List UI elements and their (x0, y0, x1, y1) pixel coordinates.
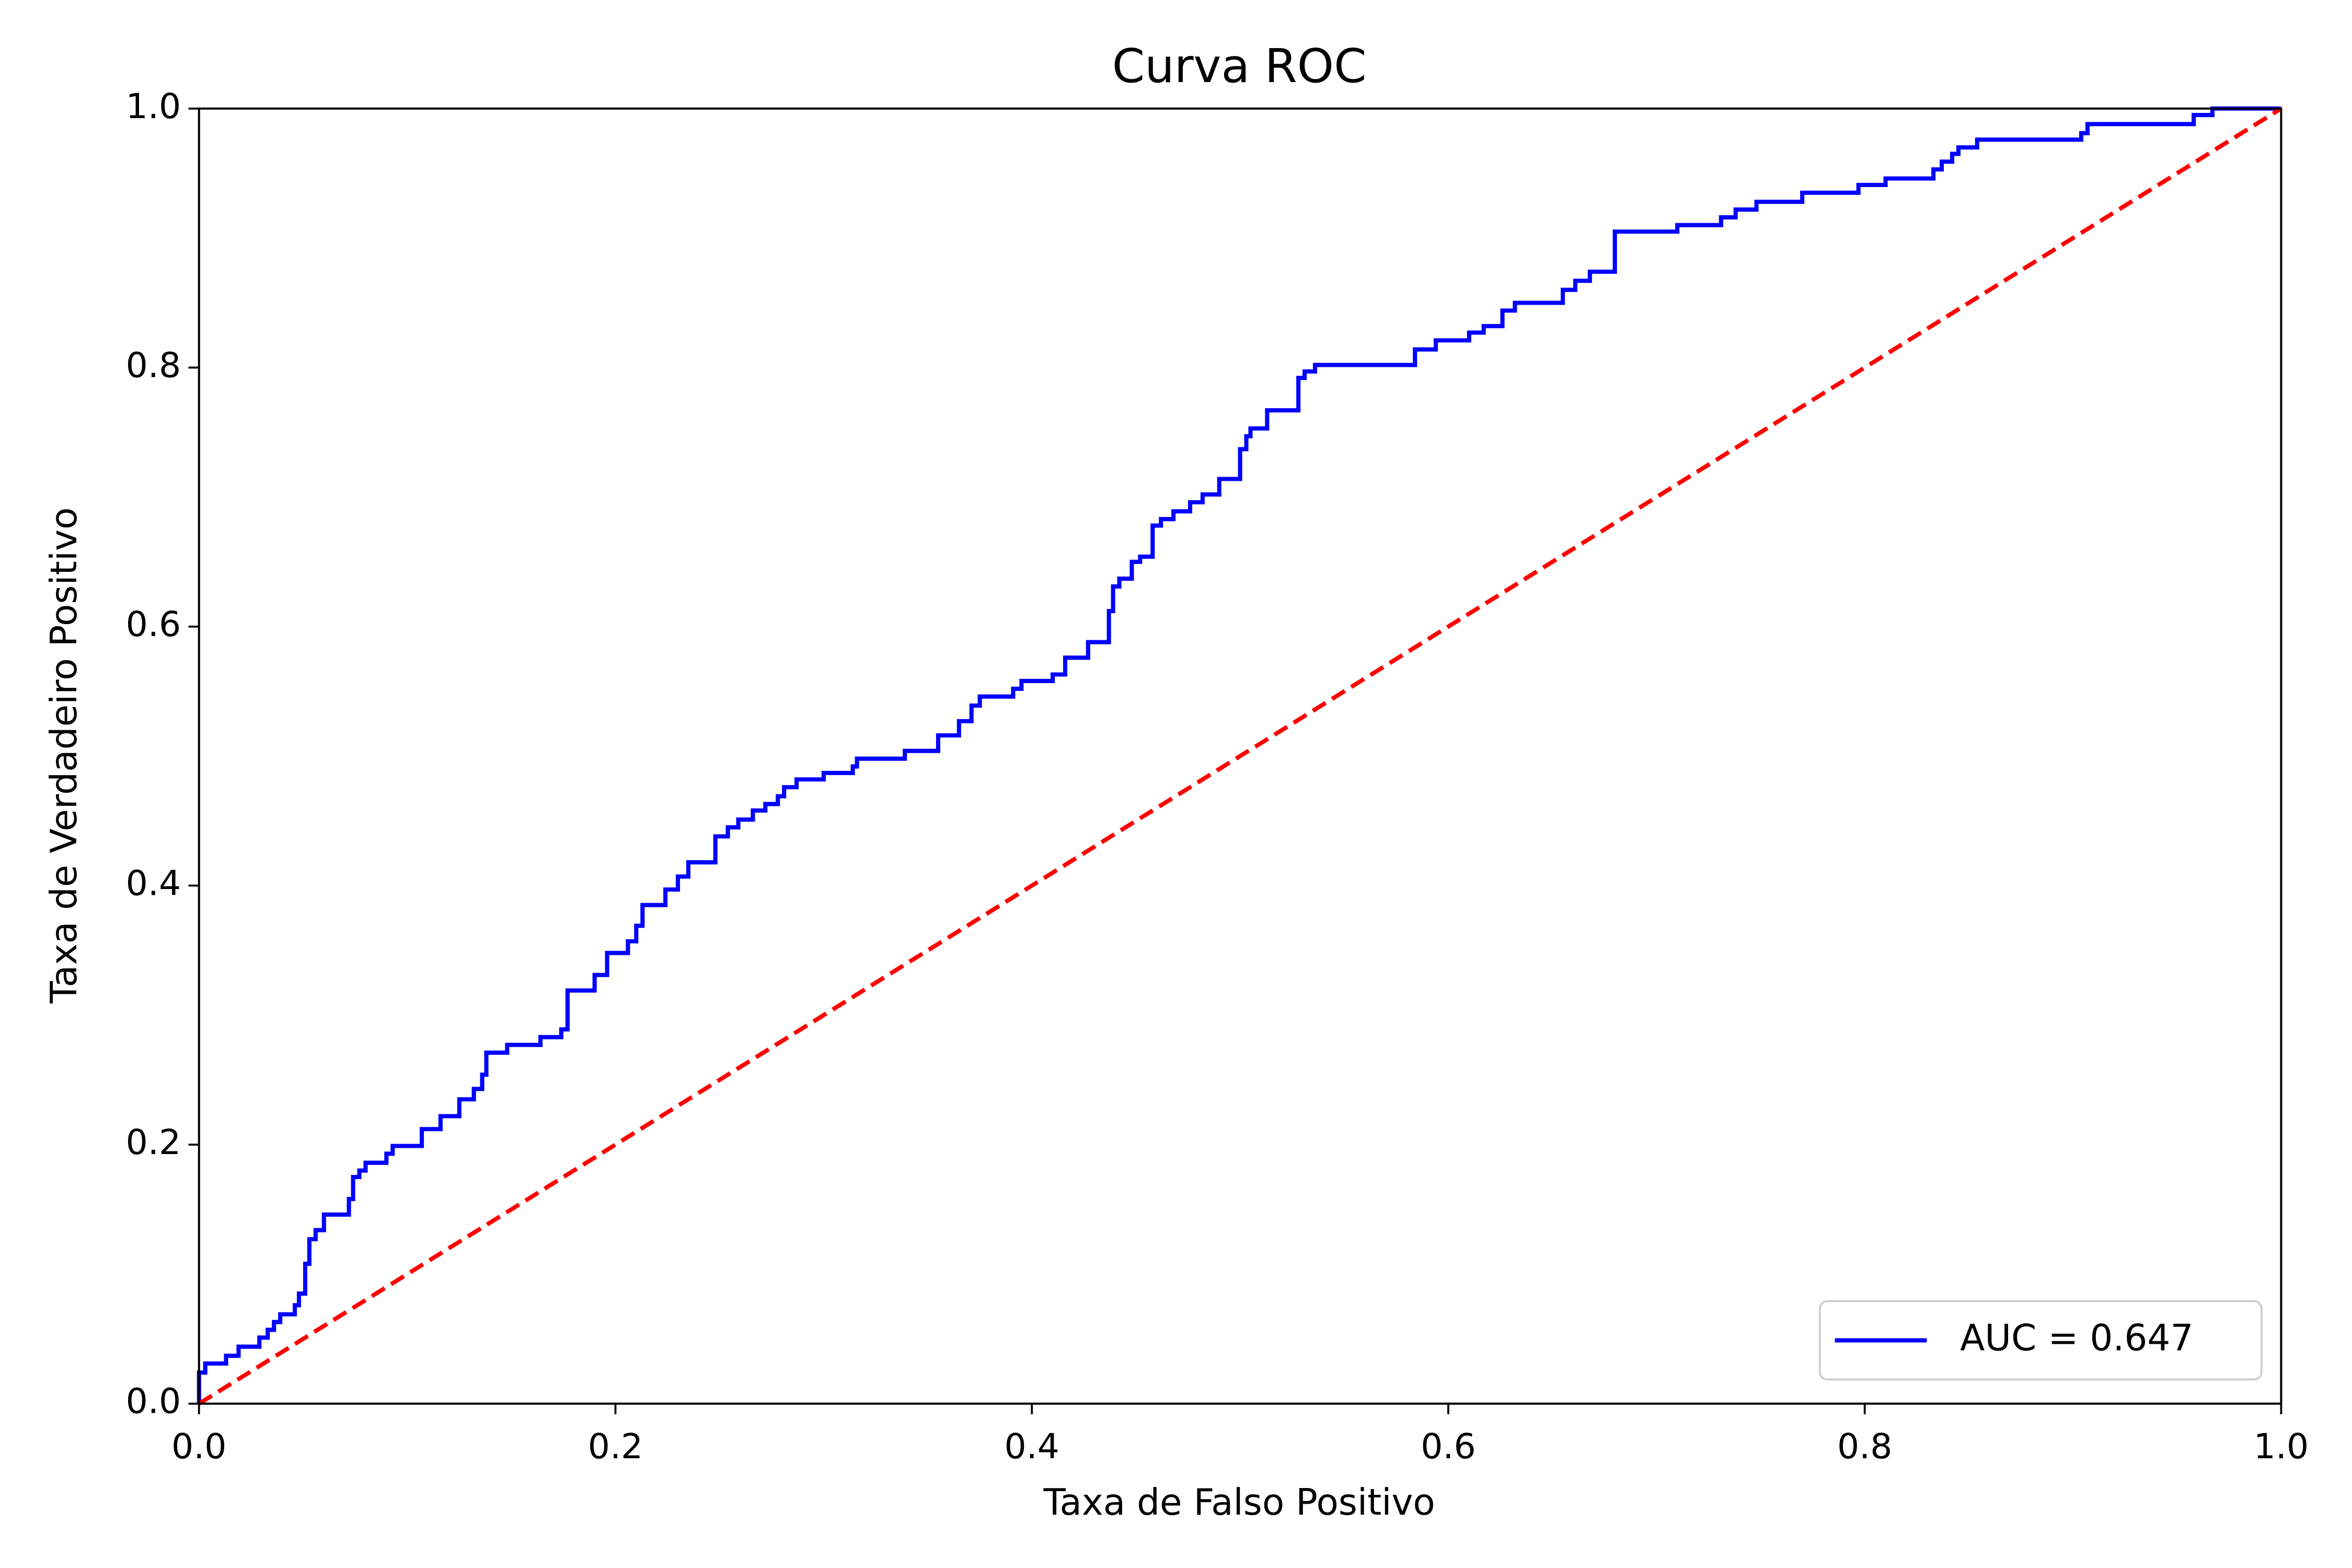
axes-frame (198, 107, 2282, 1405)
y-tick-label: 1.0 (126, 86, 181, 126)
y-tick-label: 0.4 (126, 862, 181, 903)
x-tick-label: 0.0 (171, 1426, 226, 1467)
x-tick-label: 0.4 (1004, 1426, 1059, 1467)
x-tick-label: 1.0 (2254, 1426, 2309, 1467)
legend-label: AUC = 0.647 (1960, 1317, 2194, 1359)
y-tick-label: 0.0 (126, 1381, 181, 1422)
roc-line (198, 107, 2282, 1406)
x-axis-label: Taxa de Falso Positivo (1043, 1482, 1435, 1524)
y-tick-label: 0.2 (126, 1122, 181, 1162)
y-tick-label: 0.8 (126, 344, 181, 385)
x-tick-label: 0.2 (588, 1426, 643, 1467)
y-axis-label: Taxa de Verdadeiro Positivo (43, 508, 85, 1004)
chart-title: Curva ROC (1112, 39, 1367, 94)
x-tick-label: 0.6 (1421, 1426, 1475, 1467)
legend-box (1818, 1300, 2263, 1381)
roc-line (197, 106, 2281, 1404)
y-tick-label: 0.6 (126, 604, 181, 644)
x-tick-label: 0.8 (1837, 1426, 1892, 1467)
